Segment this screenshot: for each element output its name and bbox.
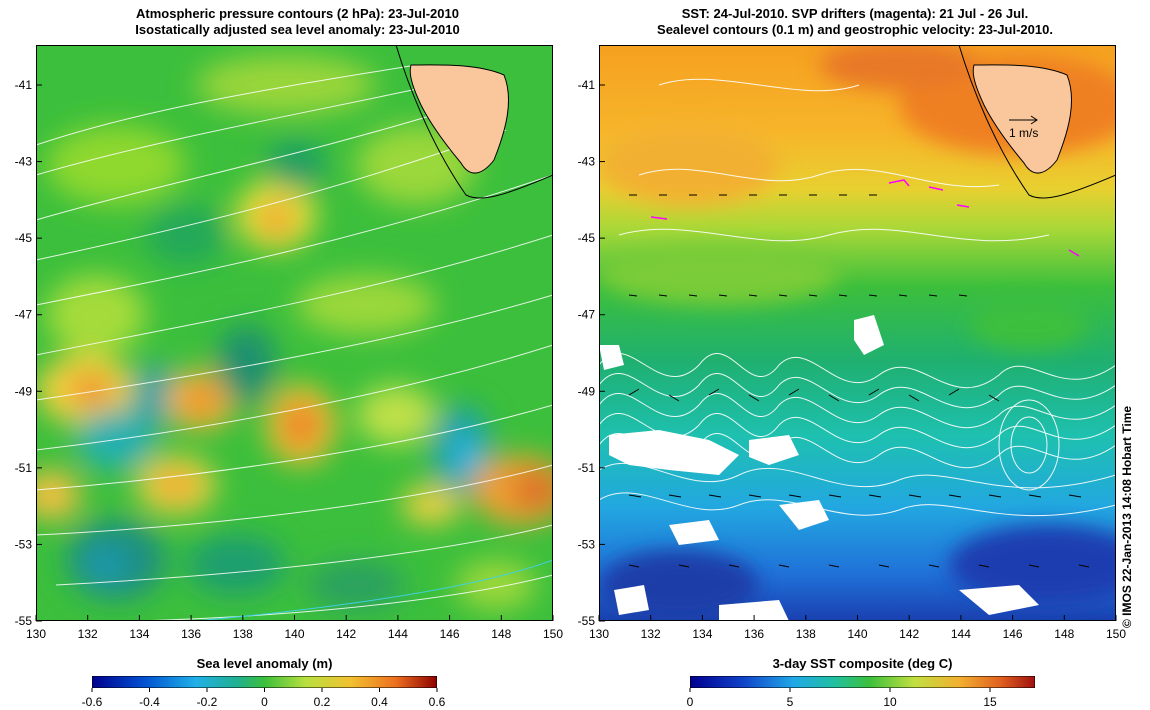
sst-map[interactable]: 1 m/s xyxy=(599,45,1116,621)
right-x-tick-label: 138 xyxy=(796,627,816,641)
right-colorbar-tick-label: 15 xyxy=(983,695,997,709)
left-title-line2: Isostatically adjusted sea level anomaly… xyxy=(135,22,460,37)
left-colorbar xyxy=(92,676,437,688)
sst-svg: 1 m/s xyxy=(599,45,1116,621)
left-x-tick-label: 150 xyxy=(543,627,563,641)
right-x-tick-label: 142 xyxy=(899,627,919,641)
shelf-contour xyxy=(395,45,553,199)
right-y-tick-label: -51 xyxy=(578,461,596,475)
right-x-tick-label: 130 xyxy=(589,627,609,641)
left-y-tick-label: -41 xyxy=(15,78,33,92)
left-x-tick-label: 146 xyxy=(440,627,460,641)
left-colorbar-tick-label: -0.6 xyxy=(82,695,103,709)
right-x-tick-label: 136 xyxy=(744,627,764,641)
velocity-scale-label: 1 m/s xyxy=(1009,126,1038,140)
credit-text: © IMOS 22-Jan-2013 14:08 Hobart Time xyxy=(1120,405,1134,628)
left-map-title: Atmospheric pressure contours (2 hPa): 2… xyxy=(40,6,555,38)
right-x-tick-label: 148 xyxy=(1054,627,1074,641)
left-colorbar-tick-label: 0.2 xyxy=(314,695,331,709)
right-colorbar-tick-label: 10 xyxy=(883,695,897,709)
left-x-tick-label: 140 xyxy=(284,627,304,641)
sealevel-contours xyxy=(599,78,1116,517)
right-colorbar-label: 3-day SST composite (deg C) xyxy=(772,656,953,671)
velocity-scale-arrow xyxy=(1009,115,1038,125)
left-colorbar-label: Sea level anomaly (m) xyxy=(196,656,333,671)
drifter-tracks xyxy=(650,179,1080,257)
right-y-tick-label: -43 xyxy=(578,155,596,169)
right-title-line1: SST: 24-Jul-2010. SVP drifters (magenta)… xyxy=(681,6,1029,21)
right-colorbar-tick-label: 0 xyxy=(687,695,694,709)
right-colorbar xyxy=(690,676,1035,688)
left-colorbar-tick-label: 0.4 xyxy=(371,695,388,709)
right-x-tick-label: 146 xyxy=(1003,627,1023,641)
sea-level-anomaly-map[interactable] xyxy=(36,45,553,621)
left-x-tick-label: 136 xyxy=(181,627,201,641)
right-y-tick-label: -47 xyxy=(578,308,596,322)
left-y-tick-label: -55 xyxy=(15,614,33,628)
right-x-tick-label: 134 xyxy=(692,627,712,641)
right-x-tick-label: 132 xyxy=(641,627,661,641)
right-x-tick-label: 140 xyxy=(847,627,867,641)
credit-text-container: © IMOS 22-Jan-2013 14:08 Hobart Time xyxy=(1120,406,1140,648)
left-title-line1: Atmospheric pressure contours (2 hPa): 2… xyxy=(136,6,459,21)
left-y-tick-label: -53 xyxy=(15,537,33,551)
right-y-tick-label: -49 xyxy=(578,384,596,398)
tasmania-landmass xyxy=(409,64,510,174)
left-colorbar-tick-label: -0.4 xyxy=(139,695,160,709)
left-y-tick-label: -47 xyxy=(15,308,33,322)
shelf-contour xyxy=(958,45,1116,199)
left-y-tick-label: -49 xyxy=(15,384,33,398)
tasmania-landmass xyxy=(972,64,1073,174)
left-x-tick-label: 138 xyxy=(233,627,253,641)
right-y-tick-label: -45 xyxy=(578,231,596,245)
right-y-tick-label: -55 xyxy=(578,614,596,628)
sea-level-anomaly-svg xyxy=(36,45,553,621)
anomaly-field xyxy=(36,55,553,610)
left-colorbar-tick-label: 0.6 xyxy=(429,695,446,709)
right-map-title: SST: 24-Jul-2010. SVP drifters (magenta)… xyxy=(590,6,1120,38)
right-y-tick-label: -41 xyxy=(578,78,596,92)
left-x-tick-label: 142 xyxy=(336,627,356,641)
right-colorbar-tick-label: 5 xyxy=(787,695,794,709)
left-y-tick-label: -43 xyxy=(15,155,33,169)
velocity-arrows xyxy=(628,194,1090,568)
right-title-line2: Sealevel contours (0.1 m) and geostrophi… xyxy=(657,22,1053,37)
right-y-tick-label: -53 xyxy=(578,537,596,551)
left-y-tick-label: -45 xyxy=(15,231,33,245)
pressure-contours xyxy=(36,64,553,621)
left-y-tick-label: -51 xyxy=(15,461,33,475)
left-x-tick-label: 144 xyxy=(388,627,408,641)
left-x-tick-label: 132 xyxy=(78,627,98,641)
left-colorbar-tick-label: -0.2 xyxy=(197,695,218,709)
left-colorbar-tick-label: 0 xyxy=(261,695,268,709)
left-x-tick-label: 148 xyxy=(491,627,511,641)
left-x-tick-label: 130 xyxy=(26,627,46,641)
cyan-contour xyxy=(195,559,553,621)
right-x-tick-label: 144 xyxy=(951,627,971,641)
left-x-tick-label: 134 xyxy=(129,627,149,641)
